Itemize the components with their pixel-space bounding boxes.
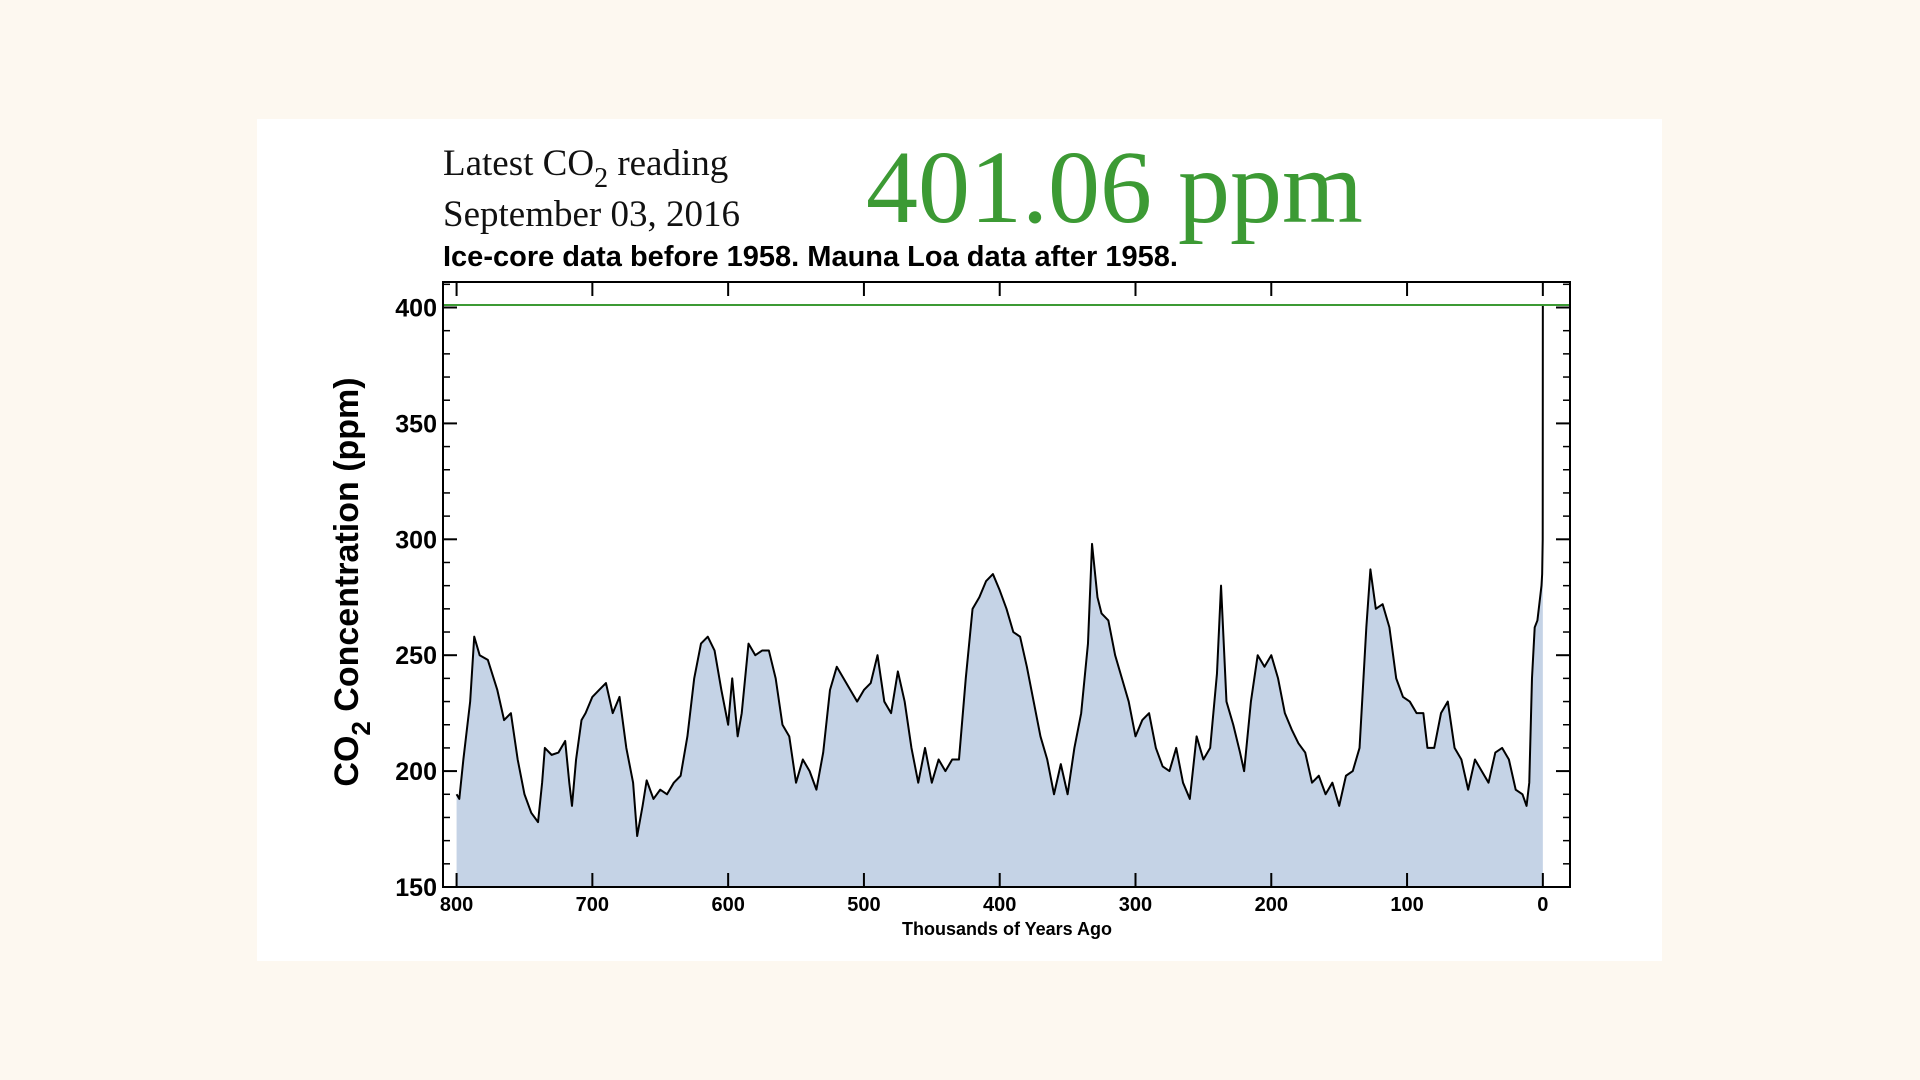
x-tick-label: 600 (711, 894, 744, 916)
area-line (455, 305, 1544, 837)
x-tick-label: 400 (983, 894, 1016, 916)
reading-prefix: Latest CO (443, 143, 594, 184)
x-tick-label: 200 (1255, 894, 1288, 916)
x-tick-label: 700 (576, 894, 609, 916)
reading-sub: 2 (594, 163, 608, 194)
area-fill (456, 305, 1543, 887)
y-label-prefix: CO (328, 736, 366, 787)
y-axis-label: CO2 Concentration (ppm) (328, 377, 376, 786)
plot-frame (442, 281, 1571, 888)
x-axis-label: Thousands of Years Ago (902, 919, 1112, 939)
x-tick-label: 300 (1119, 894, 1152, 916)
reading-suffix: reading (608, 143, 728, 184)
y-label-sub: 2 (346, 721, 376, 735)
reading-date: September 03, 2016 (443, 194, 740, 235)
y-tick-label: 200 (395, 758, 437, 786)
subtitle: Ice-core data before 1958. Mauna Loa dat… (443, 241, 1178, 273)
x-tick-label: 800 (440, 894, 473, 916)
y-tick-label: 350 (395, 410, 437, 438)
y-tick-label: 250 (395, 642, 437, 670)
x-tick-label: 0 (1537, 894, 1548, 916)
plot-area: 150 200 250 300 350 400 800 700 600 500 400 300 200 1… (395, 281, 1571, 916)
latest-value: 401.06 ppm (866, 130, 1363, 245)
y-tick-label: 150 (395, 874, 437, 902)
y-tick-label: 400 (395, 294, 437, 322)
reading-label: Latest CO2 reading (443, 143, 728, 194)
y-tick-label: 300 (395, 526, 437, 554)
x-tick-label: 500 (847, 894, 880, 916)
y-label-suffix: Concentration (ppm) (328, 377, 366, 721)
x-tick-label: 100 (1390, 894, 1423, 916)
